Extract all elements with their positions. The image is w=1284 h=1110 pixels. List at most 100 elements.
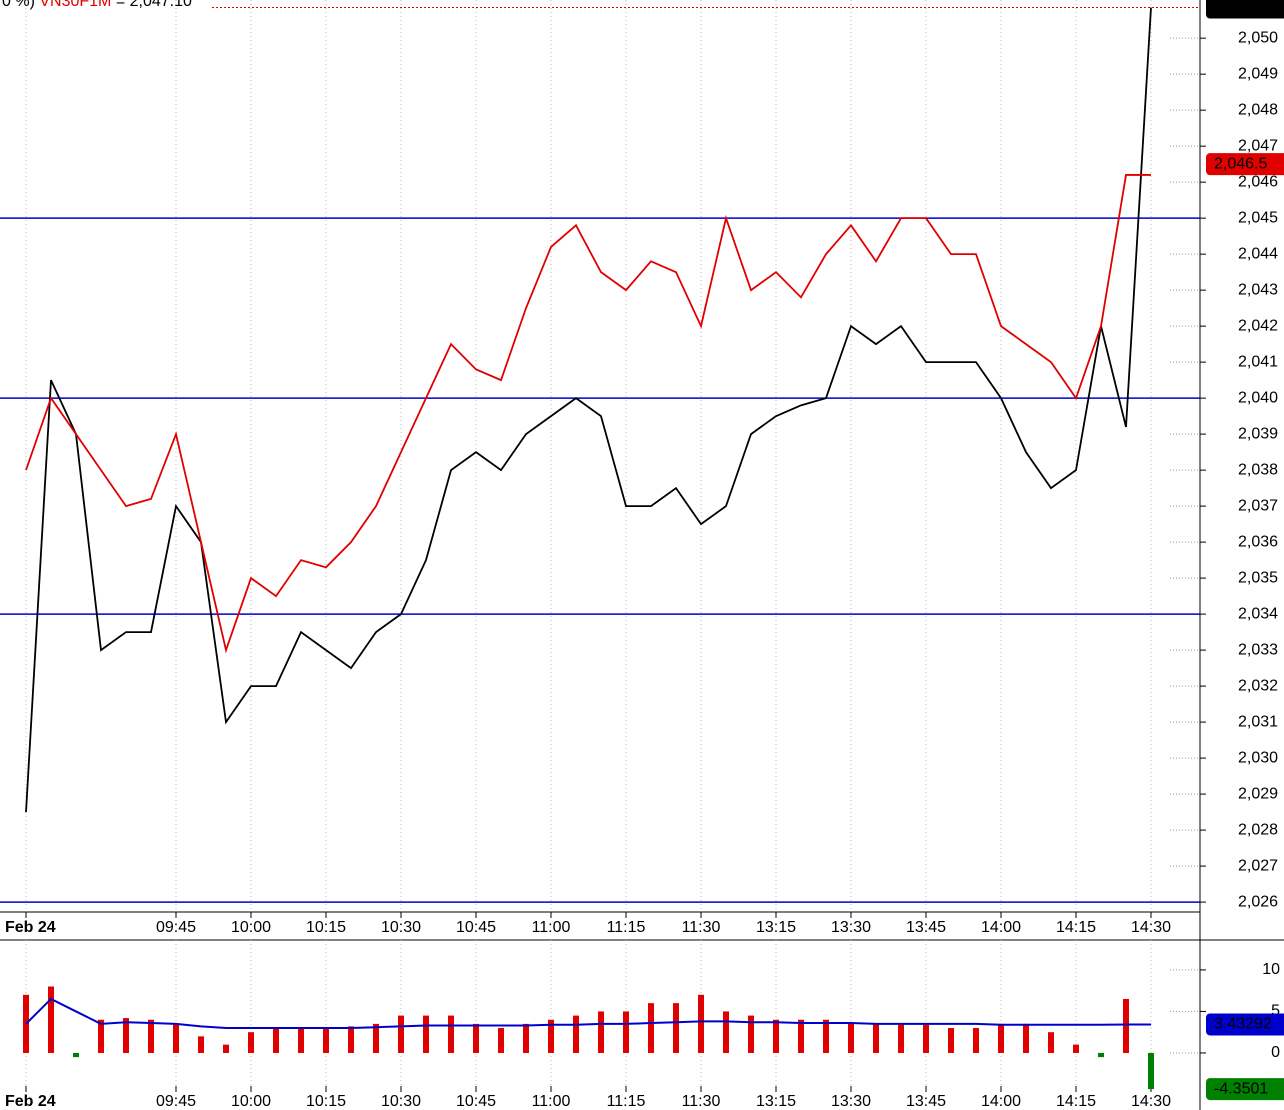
y-tick-label: 0 (1271, 1044, 1280, 1061)
x-tick-label: 09:45 (156, 1093, 196, 1110)
x-tick-label: 14:30 (1131, 919, 1171, 936)
y-tick-label: 2,029 (1238, 785, 1278, 802)
x-tick-label: Feb 24 (5, 919, 56, 936)
x-tick-label: 14:30 (1131, 1093, 1171, 1110)
y-tick-label: 2,030 (1238, 749, 1278, 766)
y-tick-label: 2,046 (1238, 173, 1278, 190)
x-tick-label: 11:30 (682, 1093, 721, 1110)
bar (598, 1011, 604, 1053)
y-tick-label: 2,038 (1238, 461, 1278, 478)
average-line (25, 997, 1151, 1030)
y-tick-label: 2,034 (1238, 605, 1278, 622)
bar (248, 1032, 254, 1053)
bar (48, 986, 54, 1053)
y-tick-label: 2,036 (1238, 533, 1278, 550)
y-tick-label: 5 (1271, 1003, 1280, 1020)
bar (198, 1036, 204, 1053)
bar (848, 1023, 854, 1053)
bar (1073, 1044, 1079, 1053)
y-tick-label: 2,031 (1238, 713, 1278, 730)
x-tick-label: 10:45 (456, 1093, 496, 1110)
x-tick-label: 13:30 (831, 919, 871, 936)
bar (223, 1044, 229, 1053)
bar (673, 1003, 679, 1053)
bar (823, 1019, 829, 1053)
bar (948, 1028, 954, 1053)
y-tick-label: 2,028 (1238, 821, 1278, 838)
x-tick-label: 13:45 (906, 1093, 946, 1110)
y-tick-label: 2,049 (1238, 65, 1278, 82)
bar (573, 1015, 579, 1053)
bar (748, 1015, 754, 1053)
x-tick-label: 13:30 (831, 1093, 871, 1110)
x-tick-label: 10:30 (381, 919, 421, 936)
bar (798, 1019, 804, 1053)
x-tick-label: 11:30 (682, 919, 721, 936)
bar (273, 1028, 279, 1053)
bar (1048, 1032, 1054, 1053)
bar (423, 1015, 429, 1053)
price-line (25, 7, 1152, 813)
x-tick-label: 10:15 (306, 1093, 346, 1110)
x-tick-label: 11:15 (607, 919, 646, 936)
y-tick-label: 2,039 (1238, 425, 1278, 442)
bar (1123, 998, 1129, 1053)
bar (398, 1015, 404, 1053)
last-value-label: 3.43292 (1214, 1016, 1272, 1033)
bar (523, 1023, 529, 1053)
legend: 0 %) VN30F1M = 2,047.10 (2, 0, 192, 10)
x-tick-label: 11:00 (532, 919, 571, 936)
bar (323, 1028, 329, 1053)
bar (923, 1023, 929, 1053)
bar (73, 1052, 79, 1058)
y-tick-label: 2,044 (1238, 245, 1278, 262)
bar (998, 1023, 1004, 1053)
x-tick-label: 13:15 (756, 919, 796, 936)
y-tick-label: 2,041 (1238, 353, 1278, 370)
last-value-label: 2,046.5 (1214, 155, 1267, 172)
bar (98, 1019, 104, 1053)
x-tick-label: 14:00 (981, 919, 1021, 936)
bar (448, 1015, 454, 1053)
bar (973, 1028, 979, 1053)
y-tick-label: 2,035 (1238, 569, 1278, 586)
legend-value: = 2,047.10 (116, 0, 192, 10)
y-tick-label: 2,040 (1238, 389, 1278, 406)
last-value-box (1206, 1013, 1284, 1036)
y-tick-label: 2,042 (1238, 317, 1278, 334)
bar (123, 1018, 129, 1053)
bar (348, 1026, 354, 1053)
bar (648, 1003, 654, 1053)
y-tick-label: 2,045 (1238, 209, 1278, 226)
last-value-box (1206, 1078, 1284, 1101)
x-tick-label: 10:00 (231, 919, 271, 936)
y-tick-label: 2,033 (1238, 641, 1278, 658)
y-tick-label: 2,027 (1238, 857, 1278, 874)
y-tick-label: 2,047 (1238, 137, 1278, 154)
bar (473, 1023, 479, 1053)
x-tick-label: 10:15 (306, 919, 346, 936)
legend-prefix: 0 %) (2, 0, 35, 10)
y-tick-label: 2,026 (1238, 893, 1278, 910)
bar (1148, 1052, 1154, 1090)
x-tick-label: Feb 24 (5, 1093, 56, 1110)
bar (873, 1023, 879, 1053)
x-tick-label: 11:00 (532, 1093, 571, 1110)
bar (298, 1028, 304, 1053)
y-tick-label: 2,050 (1238, 29, 1278, 46)
bar (373, 1023, 379, 1053)
x-tick-label: 14:15 (1056, 919, 1096, 936)
bar (548, 1019, 554, 1053)
bar (1098, 1052, 1104, 1058)
y-tick-label: 2,043 (1238, 281, 1278, 298)
x-tick-label: 10:30 (381, 1093, 421, 1110)
bar (698, 994, 704, 1053)
x-tick-label: 09:45 (156, 919, 196, 936)
last-value-label: -4.3501 (1214, 1080, 1268, 1097)
x-tick-label: 11:15 (607, 1093, 646, 1110)
y-tick-label: 2,032 (1238, 677, 1278, 694)
bar (898, 1023, 904, 1053)
